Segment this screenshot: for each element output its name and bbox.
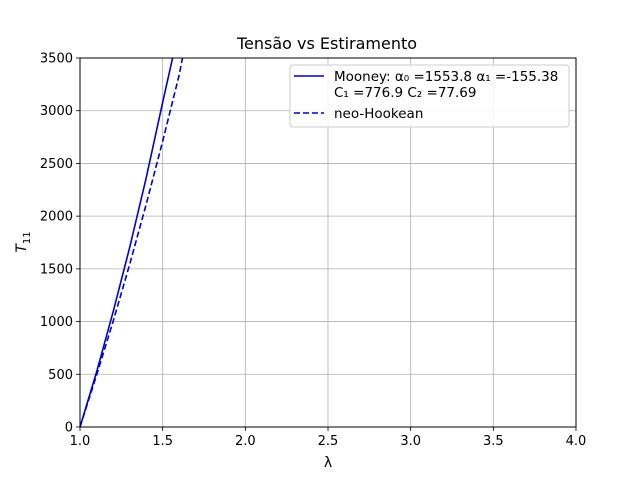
x-tick-label: 2.0 xyxy=(235,434,256,449)
y-tick-label: 1000 xyxy=(40,315,73,330)
x-tick-label: 2.5 xyxy=(318,434,339,449)
legend-box xyxy=(289,64,570,128)
legend-mooney-line2: C₁ =776.9 C₂ =77.69 xyxy=(334,85,476,101)
x-ticks: 1.0 1.5 2.0 2.5 3.0 3.5 4.0 xyxy=(70,427,587,449)
y-ticks: 0 500 1000 1500 2000 2500 3000 3500 xyxy=(40,52,80,436)
x-tick-label: 3.5 xyxy=(483,434,504,449)
y-tick-label: 3000 xyxy=(40,104,73,119)
y-tick-label: 500 xyxy=(48,368,73,383)
legend: Mooney: α₀ =1553.8 α₁ =-155.38 C₁ =776.9… xyxy=(289,64,570,128)
chart-title: Tensão vs Estiramento xyxy=(236,34,417,53)
y-tick-label: 2000 xyxy=(40,210,73,225)
y-axis-label-main: T xyxy=(14,243,30,253)
x-tick-label: 1.5 xyxy=(152,434,173,449)
series-layer xyxy=(79,57,184,428)
series-line-neohookean xyxy=(79,57,184,428)
y-tick-label: 2500 xyxy=(40,157,73,172)
y-axis-label-sub: 11 xyxy=(22,231,33,244)
legend-mooney-line1: Mooney: α₀ =1553.8 α₁ =-155.38 xyxy=(334,69,558,85)
x-tick-label: 4.0 xyxy=(566,434,587,449)
y-tick-label: 0 xyxy=(65,421,73,436)
y-tick-label: 1500 xyxy=(40,262,73,277)
series-line-mooney xyxy=(79,57,174,428)
x-axis-label: λ xyxy=(324,455,332,471)
y-tick-label: 3500 xyxy=(40,52,73,67)
legend-neohookean-label: neo-Hookean xyxy=(334,106,423,122)
x-tick-label: 3.0 xyxy=(400,434,421,449)
y-axis-label: T11 xyxy=(14,231,33,252)
x-tick-label: 1.0 xyxy=(70,434,91,449)
